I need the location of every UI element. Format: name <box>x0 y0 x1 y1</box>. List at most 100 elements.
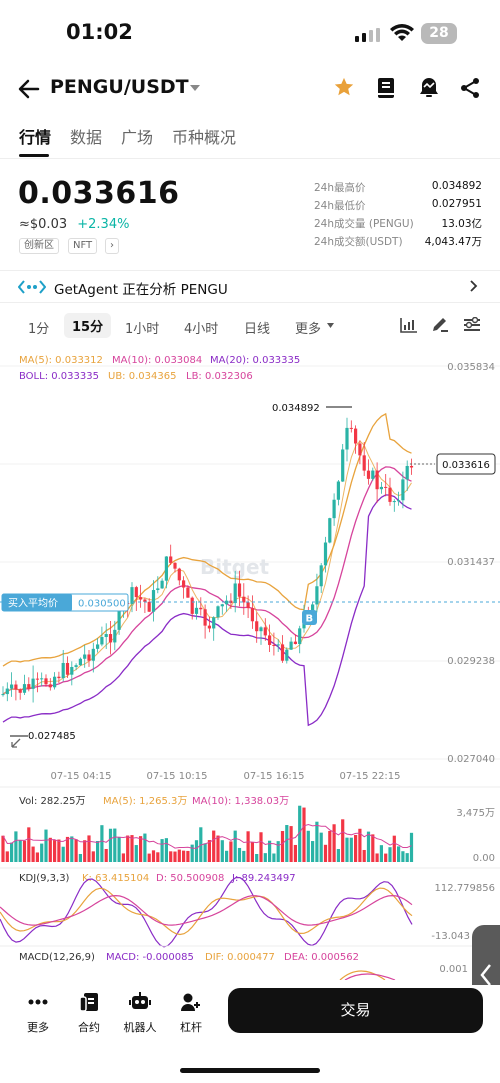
bottom-item-more[interactable]: 更多 <box>13 991 63 1035</box>
volume-bar <box>233 830 237 862</box>
volume-bar <box>323 844 328 862</box>
candle <box>18 689 22 693</box>
volume-bar <box>31 846 35 862</box>
candle <box>57 676 61 679</box>
volume-bar <box>328 830 332 862</box>
bottom-item-futures[interactable]: 合约 <box>64 991 114 1035</box>
volume-bar <box>160 839 164 862</box>
candle <box>177 568 181 581</box>
volume-bar <box>27 827 31 862</box>
candle <box>10 684 14 689</box>
chart-type-icon[interactable] <box>400 317 418 333</box>
kline-chart[interactable]: MA(5): 0.033312 MA(10): 0.033084 MA(20):… <box>0 350 500 980</box>
back-arrow-icon[interactable] <box>18 78 40 100</box>
volume-bar <box>293 844 297 862</box>
tag-nft[interactable]: NFT <box>68 238 98 254</box>
volume-bar <box>237 847 242 862</box>
candle <box>405 465 409 480</box>
caret-down-icon[interactable] <box>190 85 200 91</box>
volume-bar <box>194 840 199 862</box>
bottom-item-bots[interactable]: 机器人 <box>115 991 165 1035</box>
volume-bar <box>349 837 353 862</box>
candle <box>78 658 82 666</box>
tf-1m[interactable]: 1分 <box>28 322 50 337</box>
star-icon[interactable] <box>333 76 355 98</box>
candle <box>87 654 91 661</box>
vol-ma5-legend: MA(5): 1,265.3万 <box>103 796 187 807</box>
tab-coin-overview[interactable]: 币种概况 <box>172 128 237 147</box>
trade-button[interactable]: 交易 <box>228 988 483 1033</box>
high-marker-label: 0.034892 <box>272 403 320 414</box>
candle <box>220 604 224 607</box>
indicator-settings-icon[interactable] <box>463 317 481 333</box>
candle <box>190 597 194 614</box>
boll-upper-line <box>2 412 412 667</box>
pair-title[interactable]: PENGU/USDT <box>50 76 189 98</box>
price-alert-icon[interactable] <box>418 76 440 98</box>
caret-down-icon[interactable] <box>327 323 334 328</box>
bottom-item-margin[interactable]: 杠杆 <box>166 991 216 1035</box>
volume-bar <box>70 836 74 862</box>
main-tabs: 行情 数据 广场 币种概况 <box>0 124 500 160</box>
candle <box>100 637 104 645</box>
tab-data[interactable]: 数据 <box>70 128 103 147</box>
candle <box>409 465 414 468</box>
volume-bar <box>268 840 272 862</box>
tag-more[interactable]: › <box>105 238 119 254</box>
volume-bar <box>366 831 371 862</box>
candle <box>268 635 272 645</box>
kdj-y-tick: -13.043 <box>431 931 470 942</box>
volume-bar <box>182 850 186 862</box>
tf-more[interactable]: 更多 <box>295 322 322 337</box>
volume-bar <box>203 843 207 862</box>
candle <box>401 479 405 501</box>
volume-bar <box>5 851 9 862</box>
y-tick-label: 0.035834 <box>447 362 495 373</box>
tab-market[interactable]: 行情 <box>19 128 52 147</box>
tf-daily[interactable]: 日线 <box>244 322 271 337</box>
volume-bar <box>375 853 379 862</box>
volume-bar <box>379 845 383 862</box>
candle <box>237 583 242 597</box>
candle <box>1 694 5 696</box>
candle <box>96 644 100 649</box>
chevron-left-icon <box>480 964 491 986</box>
tf-15m[interactable]: 15分 <box>64 313 112 338</box>
agent-banner[interactable]: GetAgent 正在分析 PENGU <box>0 270 500 303</box>
battery-indicator: 28 <box>421 23 457 44</box>
volume-bar <box>134 845 138 862</box>
volume-bar <box>388 847 392 862</box>
candle <box>70 666 74 675</box>
candle <box>354 428 358 444</box>
tf-1h[interactable]: 1小时 <box>125 322 160 337</box>
price-change: +2.34% <box>77 217 130 232</box>
share-icon[interactable] <box>459 77 481 99</box>
candle <box>341 449 345 482</box>
kdj-j: J: 89.243497 <box>231 873 296 884</box>
buy-marker[interactable] <box>302 610 317 625</box>
tag-innovation-zone[interactable]: 创新区 <box>19 238 59 254</box>
candle <box>169 556 173 563</box>
candle <box>397 500 401 502</box>
draw-tool-icon[interactable] <box>431 317 449 333</box>
volume-bar <box>87 835 91 862</box>
vol-legend: Vol: 282.25万 <box>19 796 86 807</box>
volume-bar <box>229 841 233 862</box>
expand-icon[interactable] <box>11 738 21 748</box>
current-price-badge <box>436 453 496 475</box>
tab-square[interactable]: 广场 <box>121 128 154 147</box>
margin-icon <box>181 993 200 1011</box>
volume-bar <box>186 850 190 862</box>
signal-icon <box>355 28 380 42</box>
candle <box>207 625 211 629</box>
candle <box>147 601 151 612</box>
book-icon[interactable] <box>376 77 396 99</box>
stat-label: 24h成交量 (PENGU) <box>314 218 414 230</box>
tf-4h[interactable]: 4小时 <box>184 322 219 337</box>
candle <box>5 688 9 695</box>
vol-y-tick: 0.00 <box>473 853 495 864</box>
candle <box>366 470 371 479</box>
bottom-item-label: 杠杆 <box>180 1021 202 1034</box>
macd-dea: DEA: 0.000562 <box>284 952 359 963</box>
candle <box>91 648 95 661</box>
